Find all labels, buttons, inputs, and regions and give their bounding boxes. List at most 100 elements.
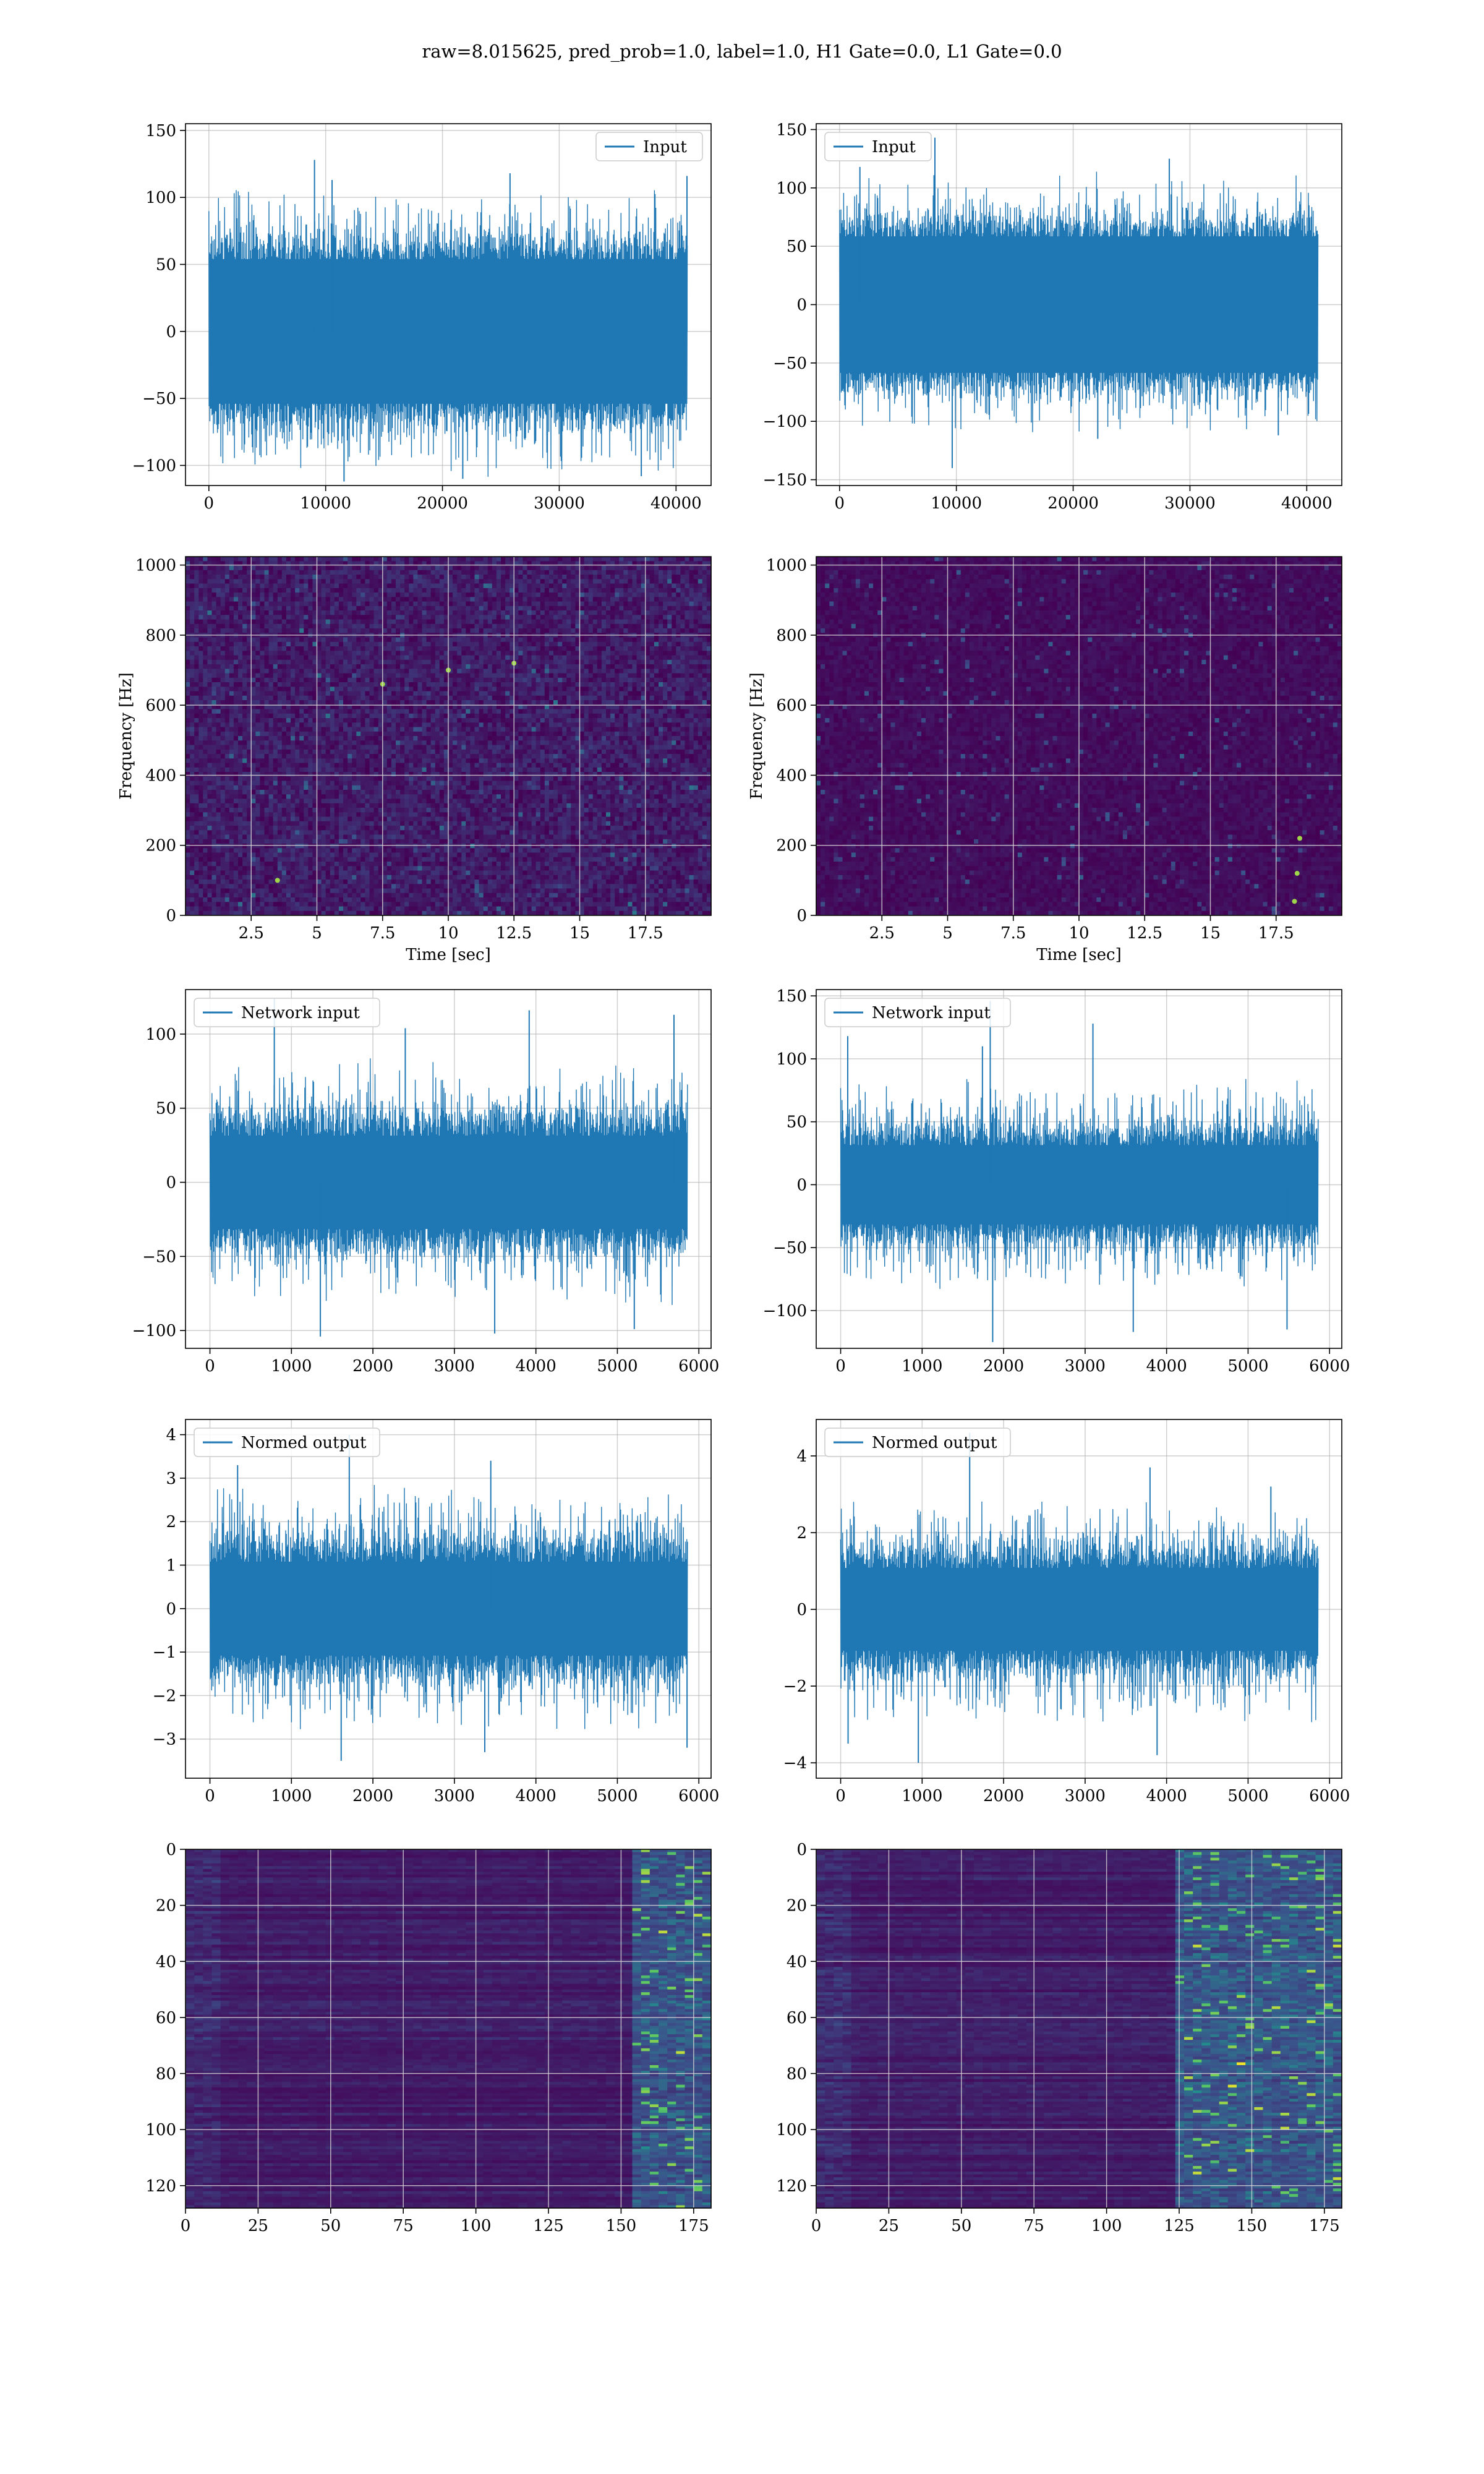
y-tick-label: 0 bbox=[796, 907, 807, 925]
x-tick-label: 3000 bbox=[434, 1357, 475, 1376]
legend-label: Input bbox=[872, 138, 916, 156]
legend-box bbox=[824, 1427, 1011, 1457]
hot-spot bbox=[275, 878, 280, 883]
y-tick-label: −100 bbox=[132, 457, 176, 476]
x-tick-label: 0 bbox=[835, 1357, 846, 1376]
x-tick-label: 5000 bbox=[597, 1357, 638, 1376]
y-tick-label: −4 bbox=[783, 1754, 807, 1773]
x-tick-label: 30000 bbox=[1164, 494, 1216, 513]
series-core-band bbox=[208, 259, 688, 404]
feature-map-cells bbox=[816, 1849, 1342, 2209]
x-tick-label: 175 bbox=[1309, 2217, 1340, 2235]
chart-spectrogram-l1: 2.5 5 7.5 10 12.5 15 17.5 0 200 400 600 800 1000 Time… bbox=[748, 556, 1342, 964]
y-tick-label: −50 bbox=[773, 1239, 807, 1257]
y-tick-label: 150 bbox=[145, 122, 176, 140]
x-tick-label: 5 bbox=[312, 924, 322, 943]
y-tick-label: 0 bbox=[166, 323, 176, 341]
x-tick-label: 2000 bbox=[352, 1357, 393, 1376]
x-tick-label: 7.5 bbox=[370, 924, 395, 943]
y-tick-label: −2 bbox=[783, 1677, 807, 1696]
x-tick-label: 10 bbox=[438, 924, 458, 943]
y-tick-label: 600 bbox=[145, 696, 176, 715]
y-tick-label: −100 bbox=[763, 1302, 807, 1320]
y-tick-label: 4 bbox=[166, 1426, 176, 1445]
x-tick-label: 150 bbox=[1237, 2217, 1268, 2235]
x-tick-label: 5 bbox=[942, 924, 953, 943]
plot-frame bbox=[816, 1419, 1342, 1779]
y-tick-label: 80 bbox=[787, 2065, 807, 2084]
spectrogram-cells bbox=[186, 557, 712, 916]
plot-frame bbox=[185, 989, 712, 1349]
x-tick-label: 3000 bbox=[1065, 1787, 1106, 1805]
y-tick-label: 800 bbox=[145, 627, 176, 645]
x-tick-label: 6000 bbox=[678, 1787, 719, 1805]
plot-frame bbox=[816, 1849, 1342, 2209]
y-tick-label: 40 bbox=[787, 1953, 807, 1971]
y-tick-label: −100 bbox=[763, 413, 807, 431]
x-tick-label: 150 bbox=[606, 2217, 637, 2235]
legend: Network input bbox=[194, 998, 380, 1027]
series-core-band bbox=[839, 236, 1318, 373]
spectrogram-cells bbox=[816, 557, 1342, 916]
x-tick-label: 30000 bbox=[534, 494, 585, 513]
x-tick-label: 0 bbox=[835, 1787, 846, 1805]
y-tick-label: 120 bbox=[145, 2177, 176, 2196]
x-tick-label: 12.5 bbox=[496, 924, 532, 943]
y-tick-label: −2 bbox=[153, 1687, 176, 1705]
y-tick-label: 1000 bbox=[766, 557, 807, 575]
y-tick-label: 100 bbox=[145, 2121, 176, 2139]
y-tick-label: 600 bbox=[776, 696, 807, 715]
legend-label: Input bbox=[643, 138, 687, 156]
y-tick-label: 4 bbox=[796, 1447, 807, 1466]
legend: Normed output bbox=[194, 1427, 380, 1457]
x-axis-label: Time [sec] bbox=[406, 946, 491, 964]
x-tick-label: 10000 bbox=[300, 494, 351, 513]
y-tick-label: 20 bbox=[156, 1897, 176, 1915]
y-tick-label: 50 bbox=[787, 1113, 807, 1132]
chart-network-input-l1: 0 1000 2000 3000 4000 5000 6000 −100 −50 0 50 100 15… bbox=[763, 987, 1350, 1376]
y-tick-label: 100 bbox=[776, 2121, 807, 2139]
y-tick-label: 0 bbox=[166, 1600, 176, 1619]
x-tick-label: 0 bbox=[205, 1787, 215, 1805]
legend-box bbox=[194, 998, 380, 1027]
chart-network-input-h1: 0 1000 2000 3000 4000 5000 6000 −100 −50 0 50 100 Ne… bbox=[132, 989, 719, 1376]
x-tick-label: 17.5 bbox=[1258, 924, 1294, 943]
x-tick-label: 4000 bbox=[516, 1357, 556, 1376]
y-tick-label: −50 bbox=[773, 354, 807, 373]
x-tick-label: 4000 bbox=[1146, 1357, 1187, 1376]
x-tick-label: 1000 bbox=[902, 1357, 942, 1376]
y-tick-label: 2 bbox=[796, 1524, 807, 1543]
y-tick-label: 0 bbox=[166, 907, 176, 925]
series-core-band bbox=[840, 1568, 1318, 1651]
x-tick-label: 2000 bbox=[983, 1787, 1024, 1805]
y-axis-label: Frequency [Hz] bbox=[748, 672, 766, 800]
y-tick-label: −1 bbox=[153, 1643, 176, 1662]
x-tick-label: 10 bbox=[1068, 924, 1089, 943]
y-tick-label: 150 bbox=[776, 987, 807, 1006]
grid bbox=[186, 990, 711, 1348]
y-tick-label: 100 bbox=[776, 179, 807, 198]
x-tick-label: 0 bbox=[811, 2217, 822, 2235]
x-tick-label: 125 bbox=[533, 2217, 564, 2235]
plot-frame bbox=[816, 989, 1342, 1349]
chart-input-l1: 0 10000 20000 30000 40000 −150 −100 −50 0 50 100 15… bbox=[763, 121, 1342, 513]
legend-box bbox=[824, 132, 932, 161]
x-tick-label: 12.5 bbox=[1127, 924, 1162, 943]
figure-title: raw=8.015625, pred_prob=1.0, label=1.0, … bbox=[0, 41, 1484, 62]
y-tick-label: −100 bbox=[132, 1322, 176, 1340]
x-tick-label: 4000 bbox=[516, 1787, 556, 1805]
y-tick-label: 2 bbox=[166, 1513, 176, 1531]
x-tick-label: 0 bbox=[835, 494, 845, 513]
chart-normed-output-l1: 0 1000 2000 3000 4000 5000 6000 −4 −2 0 2 4 Normed o… bbox=[783, 1419, 1350, 1805]
y-axis-label: Frequency [Hz] bbox=[117, 672, 135, 800]
plot-frame bbox=[185, 1849, 712, 2209]
y-tick-label: 150 bbox=[776, 121, 807, 139]
x-tick-label: 40000 bbox=[1281, 494, 1333, 513]
y-tick-label: 0 bbox=[796, 1176, 807, 1194]
x-tick-label: 25 bbox=[248, 2217, 268, 2235]
x-tick-label: 2000 bbox=[983, 1357, 1024, 1376]
feature-map-cells bbox=[186, 1849, 712, 2209]
y-tick-label: 100 bbox=[145, 1025, 176, 1044]
y-tick-label: 120 bbox=[776, 2177, 807, 2196]
